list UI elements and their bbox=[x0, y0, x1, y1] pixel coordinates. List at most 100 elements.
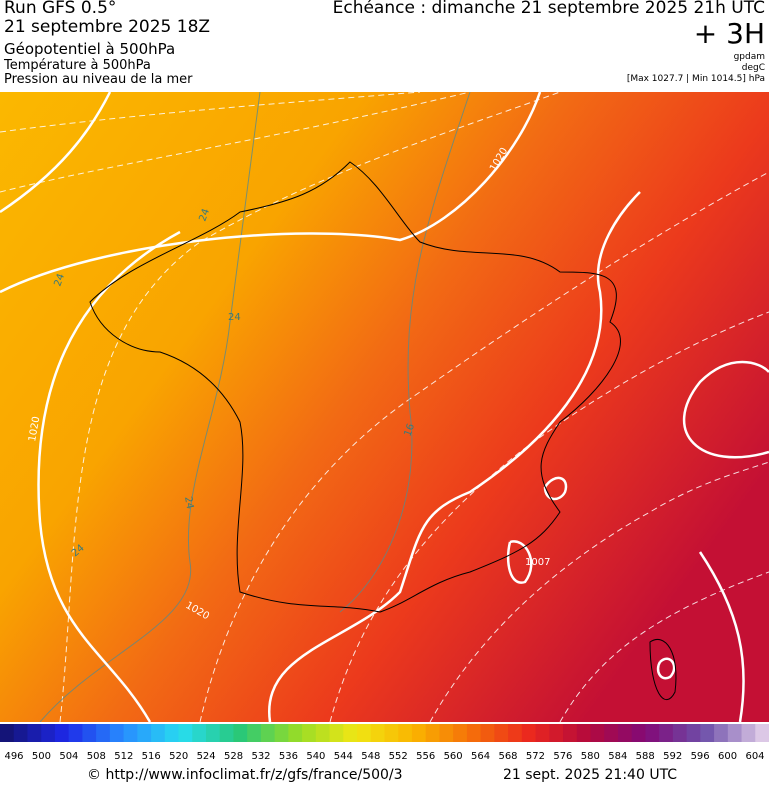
unit-2: degC bbox=[741, 63, 765, 73]
footer-timestamp: 21 sept. 2025 21:40 UTC bbox=[503, 767, 678, 783]
contour-label: 24 bbox=[197, 207, 212, 223]
color-swatch bbox=[617, 724, 633, 742]
color-swatch bbox=[151, 724, 166, 742]
color-swatch bbox=[164, 724, 180, 742]
scale-label: 500 bbox=[32, 751, 51, 762]
color-swatch bbox=[0, 724, 15, 742]
scale-label: 600 bbox=[718, 751, 737, 762]
contour-label: 1007 bbox=[525, 557, 550, 568]
color-swatch bbox=[549, 724, 564, 742]
contour-label: 24 bbox=[182, 496, 195, 510]
color-swatch bbox=[13, 724, 28, 742]
color-swatch bbox=[137, 724, 152, 742]
scale-label: 592 bbox=[663, 751, 682, 762]
color-swatch bbox=[329, 724, 344, 742]
contour-label: 24 bbox=[228, 312, 241, 323]
unit-3: [Max 1027.7 | Min 1014.5] hPa bbox=[626, 74, 765, 84]
color-swatch bbox=[686, 724, 701, 742]
color-swatch bbox=[700, 724, 715, 742]
scale-label: 524 bbox=[197, 751, 216, 762]
scale-label: 556 bbox=[416, 751, 435, 762]
color-swatch bbox=[109, 724, 125, 742]
scale-label: 544 bbox=[334, 751, 353, 762]
color-swatch bbox=[508, 724, 523, 742]
color-swatch bbox=[205, 724, 221, 742]
offset: + 3H bbox=[693, 17, 765, 50]
color-swatch bbox=[590, 724, 605, 742]
scale-label: 504 bbox=[59, 751, 78, 762]
color-swatch bbox=[398, 724, 413, 742]
footer-source: © http://www.infoclimat.fr/z/gfs/france/… bbox=[87, 767, 403, 783]
run-title: Run GFS 0.5° bbox=[4, 0, 117, 18]
unit-1: gpdam bbox=[733, 52, 765, 62]
scale-label: 572 bbox=[526, 751, 545, 762]
echeance: Echéance : dimanche 21 septembre 2025 21… bbox=[332, 0, 765, 18]
color-swatch bbox=[233, 724, 248, 742]
color-swatch bbox=[604, 724, 619, 742]
field-1: Géopotentiel à 500hPa bbox=[4, 40, 176, 58]
color-swatch bbox=[439, 724, 454, 742]
color-swatch bbox=[727, 724, 743, 742]
scale-label: 508 bbox=[87, 751, 106, 762]
pressure-isobars bbox=[0, 92, 769, 722]
color-swatch bbox=[494, 724, 509, 742]
color-swatch bbox=[659, 724, 674, 742]
scale-label: 588 bbox=[636, 751, 655, 762]
field-2: Température à 500hPa bbox=[4, 58, 151, 73]
scale-label: 560 bbox=[444, 751, 463, 762]
color-swatch bbox=[82, 724, 97, 742]
color-swatch bbox=[672, 724, 688, 742]
scale-label: 548 bbox=[361, 751, 380, 762]
color-swatch bbox=[54, 724, 70, 742]
color-swatch bbox=[315, 724, 331, 742]
scale-label: 552 bbox=[389, 751, 408, 762]
scale-label: 568 bbox=[498, 751, 517, 762]
color-scale: 496 500 504 508 512 516 520 524 528 532 536 540 544 5… bbox=[0, 724, 769, 762]
scale-label: 584 bbox=[608, 751, 627, 762]
color-swatch bbox=[357, 724, 372, 742]
color-swatch bbox=[178, 724, 193, 742]
scale-label: 536 bbox=[279, 751, 298, 762]
scale-label: 576 bbox=[553, 751, 572, 762]
color-swatch bbox=[521, 724, 537, 742]
color-swatch bbox=[645, 724, 660, 742]
color-swatch bbox=[302, 724, 317, 742]
contour-label: 24 bbox=[52, 272, 67, 288]
color-swatch bbox=[466, 724, 482, 742]
scale-label: 564 bbox=[471, 751, 490, 762]
color-swatch bbox=[384, 724, 399, 742]
color-swatch bbox=[480, 724, 495, 742]
scale-label: 512 bbox=[114, 751, 133, 762]
scale-label: 520 bbox=[169, 751, 188, 762]
color-swatch bbox=[535, 724, 550, 742]
geopotential-contours bbox=[39, 92, 471, 722]
scale-label: 580 bbox=[581, 751, 600, 762]
color-swatch bbox=[343, 724, 358, 742]
color-swatch bbox=[425, 724, 440, 742]
temperature-field bbox=[0, 92, 769, 722]
color-swatch bbox=[741, 724, 756, 742]
color-swatch bbox=[68, 724, 83, 742]
scale-label: 516 bbox=[142, 751, 161, 762]
field-3: Pression au niveau de la mer bbox=[4, 72, 193, 87]
color-swatch bbox=[27, 724, 42, 742]
coastline bbox=[89, 161, 677, 700]
color-swatch bbox=[631, 724, 646, 742]
scale-label: 496 bbox=[4, 751, 23, 762]
color-swatch bbox=[96, 724, 111, 742]
color-swatch bbox=[274, 724, 289, 742]
scale-label: 528 bbox=[224, 751, 243, 762]
color-swatch bbox=[576, 724, 591, 742]
contour-label: 1020 bbox=[27, 416, 42, 443]
scale-label: 532 bbox=[251, 751, 270, 762]
color-swatch bbox=[714, 724, 729, 742]
scale-label: 596 bbox=[691, 751, 710, 762]
color-swatch bbox=[41, 724, 56, 742]
color-swatch bbox=[219, 724, 234, 742]
color-swatch bbox=[123, 724, 138, 742]
color-swatch bbox=[370, 724, 385, 742]
color-swatch bbox=[453, 724, 468, 742]
run-date: 21 septembre 2025 18Z bbox=[4, 17, 211, 37]
temperature-contours bbox=[0, 92, 769, 722]
